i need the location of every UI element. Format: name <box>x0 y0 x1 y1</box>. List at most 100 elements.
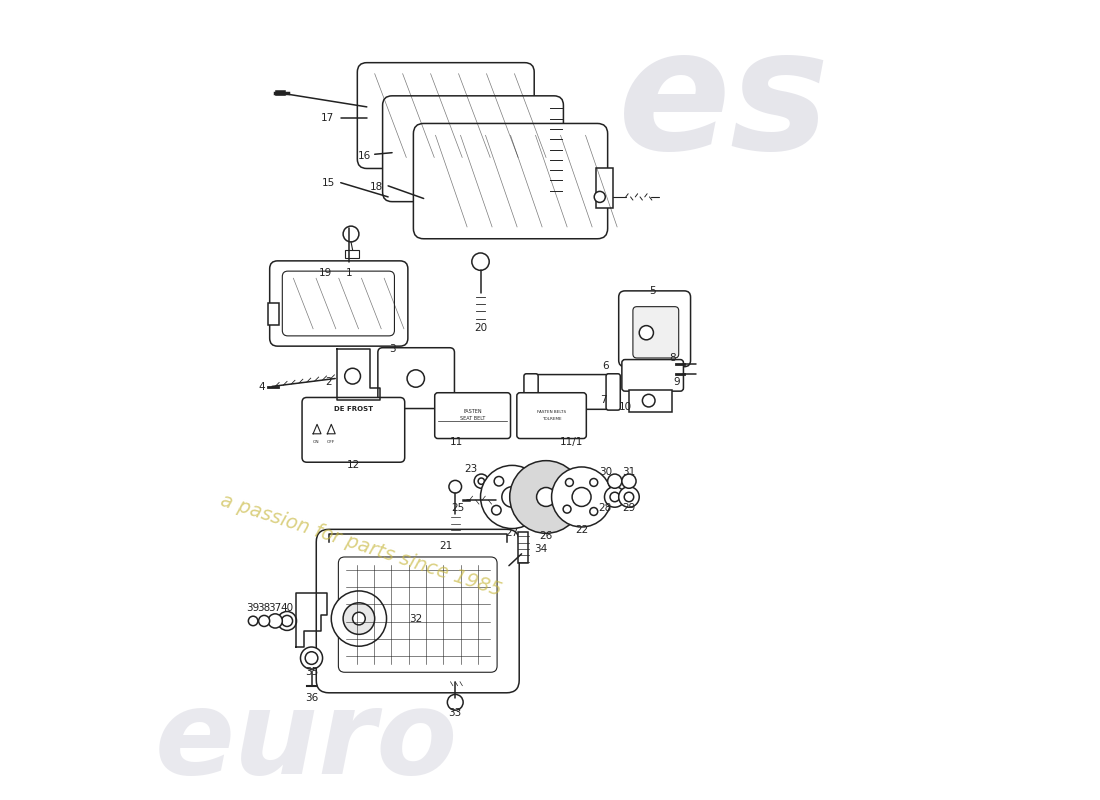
Circle shape <box>343 226 359 242</box>
Circle shape <box>618 486 639 507</box>
Text: 37: 37 <box>268 602 282 613</box>
Circle shape <box>343 602 375 634</box>
FancyBboxPatch shape <box>632 306 679 358</box>
Circle shape <box>605 486 625 507</box>
FancyBboxPatch shape <box>606 374 620 410</box>
Text: OFF: OFF <box>327 440 336 444</box>
FancyBboxPatch shape <box>517 393 586 438</box>
Circle shape <box>268 614 283 628</box>
Text: 23: 23 <box>464 463 477 474</box>
FancyBboxPatch shape <box>358 62 535 169</box>
Circle shape <box>551 467 612 527</box>
Circle shape <box>449 480 462 493</box>
Circle shape <box>344 368 361 384</box>
Circle shape <box>590 507 597 515</box>
Circle shape <box>572 487 591 506</box>
FancyBboxPatch shape <box>283 271 395 336</box>
Circle shape <box>563 506 571 513</box>
Circle shape <box>342 264 356 278</box>
Circle shape <box>474 474 488 488</box>
Circle shape <box>407 370 425 387</box>
Text: FASTEN: FASTEN <box>463 409 482 414</box>
Text: 19: 19 <box>319 268 332 278</box>
Text: 8: 8 <box>669 353 675 363</box>
Text: 32: 32 <box>409 614 422 623</box>
Text: 38: 38 <box>257 602 271 613</box>
Circle shape <box>331 591 386 646</box>
Circle shape <box>520 508 530 518</box>
Text: SEAT BELT: SEAT BELT <box>460 415 485 421</box>
FancyBboxPatch shape <box>383 96 563 202</box>
Text: 25: 25 <box>451 503 464 513</box>
Circle shape <box>594 191 605 202</box>
FancyBboxPatch shape <box>339 557 497 672</box>
Text: 40: 40 <box>280 602 294 613</box>
Text: 30: 30 <box>598 467 612 478</box>
FancyBboxPatch shape <box>378 348 454 409</box>
Circle shape <box>509 461 582 534</box>
Circle shape <box>300 647 322 669</box>
Circle shape <box>642 394 654 407</box>
Circle shape <box>478 478 484 484</box>
Circle shape <box>472 253 490 270</box>
Bar <box>596 169 613 208</box>
Bar <box>344 250 359 258</box>
FancyBboxPatch shape <box>414 123 607 238</box>
Text: ON: ON <box>314 440 320 444</box>
Text: a passion for parts since 1985: a passion for parts since 1985 <box>219 491 504 601</box>
Text: 9: 9 <box>673 377 680 386</box>
Circle shape <box>353 612 365 625</box>
Circle shape <box>492 506 502 515</box>
Text: 29: 29 <box>623 503 636 513</box>
Text: 6: 6 <box>602 361 608 371</box>
Text: 7: 7 <box>601 395 607 405</box>
Circle shape <box>277 611 297 630</box>
Bar <box>343 271 355 278</box>
Text: 36: 36 <box>305 693 318 702</box>
Text: 21: 21 <box>439 541 452 551</box>
FancyBboxPatch shape <box>524 374 538 410</box>
Circle shape <box>621 474 636 488</box>
Text: 11/1: 11/1 <box>560 437 583 446</box>
Circle shape <box>494 477 504 486</box>
Circle shape <box>639 326 653 340</box>
FancyBboxPatch shape <box>618 291 691 366</box>
Text: 22: 22 <box>575 525 589 535</box>
Text: 27: 27 <box>506 527 519 538</box>
Text: 34: 34 <box>534 544 547 554</box>
Text: 39: 39 <box>246 602 260 613</box>
Circle shape <box>590 478 597 486</box>
Text: 16: 16 <box>358 151 371 161</box>
Text: 28: 28 <box>598 503 612 513</box>
Text: 4: 4 <box>258 382 265 392</box>
Text: 20: 20 <box>474 323 487 333</box>
Circle shape <box>249 616 257 626</box>
FancyBboxPatch shape <box>270 261 408 346</box>
Circle shape <box>282 615 293 626</box>
Text: 26: 26 <box>539 531 552 542</box>
Text: 31: 31 <box>623 467 636 478</box>
Bar <box>268 302 279 325</box>
Text: 12: 12 <box>346 460 360 470</box>
Circle shape <box>610 492 619 502</box>
Circle shape <box>565 478 573 486</box>
Text: 33: 33 <box>449 708 462 718</box>
Text: 35: 35 <box>305 667 318 678</box>
Text: 10: 10 <box>618 402 631 412</box>
Circle shape <box>502 486 522 507</box>
Circle shape <box>305 652 318 664</box>
Bar <box>518 532 528 563</box>
Bar <box>629 390 672 412</box>
Text: 18: 18 <box>370 182 383 192</box>
Circle shape <box>448 694 463 710</box>
Text: DE FROST: DE FROST <box>333 406 373 412</box>
Circle shape <box>624 492 634 502</box>
Circle shape <box>537 487 556 506</box>
Text: 11: 11 <box>450 437 463 446</box>
Text: 17: 17 <box>321 113 334 123</box>
Text: 5: 5 <box>649 286 656 296</box>
FancyBboxPatch shape <box>621 359 683 391</box>
Text: TOLREME: TOLREME <box>542 417 561 421</box>
Text: euro: euro <box>155 684 459 798</box>
FancyBboxPatch shape <box>529 374 614 410</box>
